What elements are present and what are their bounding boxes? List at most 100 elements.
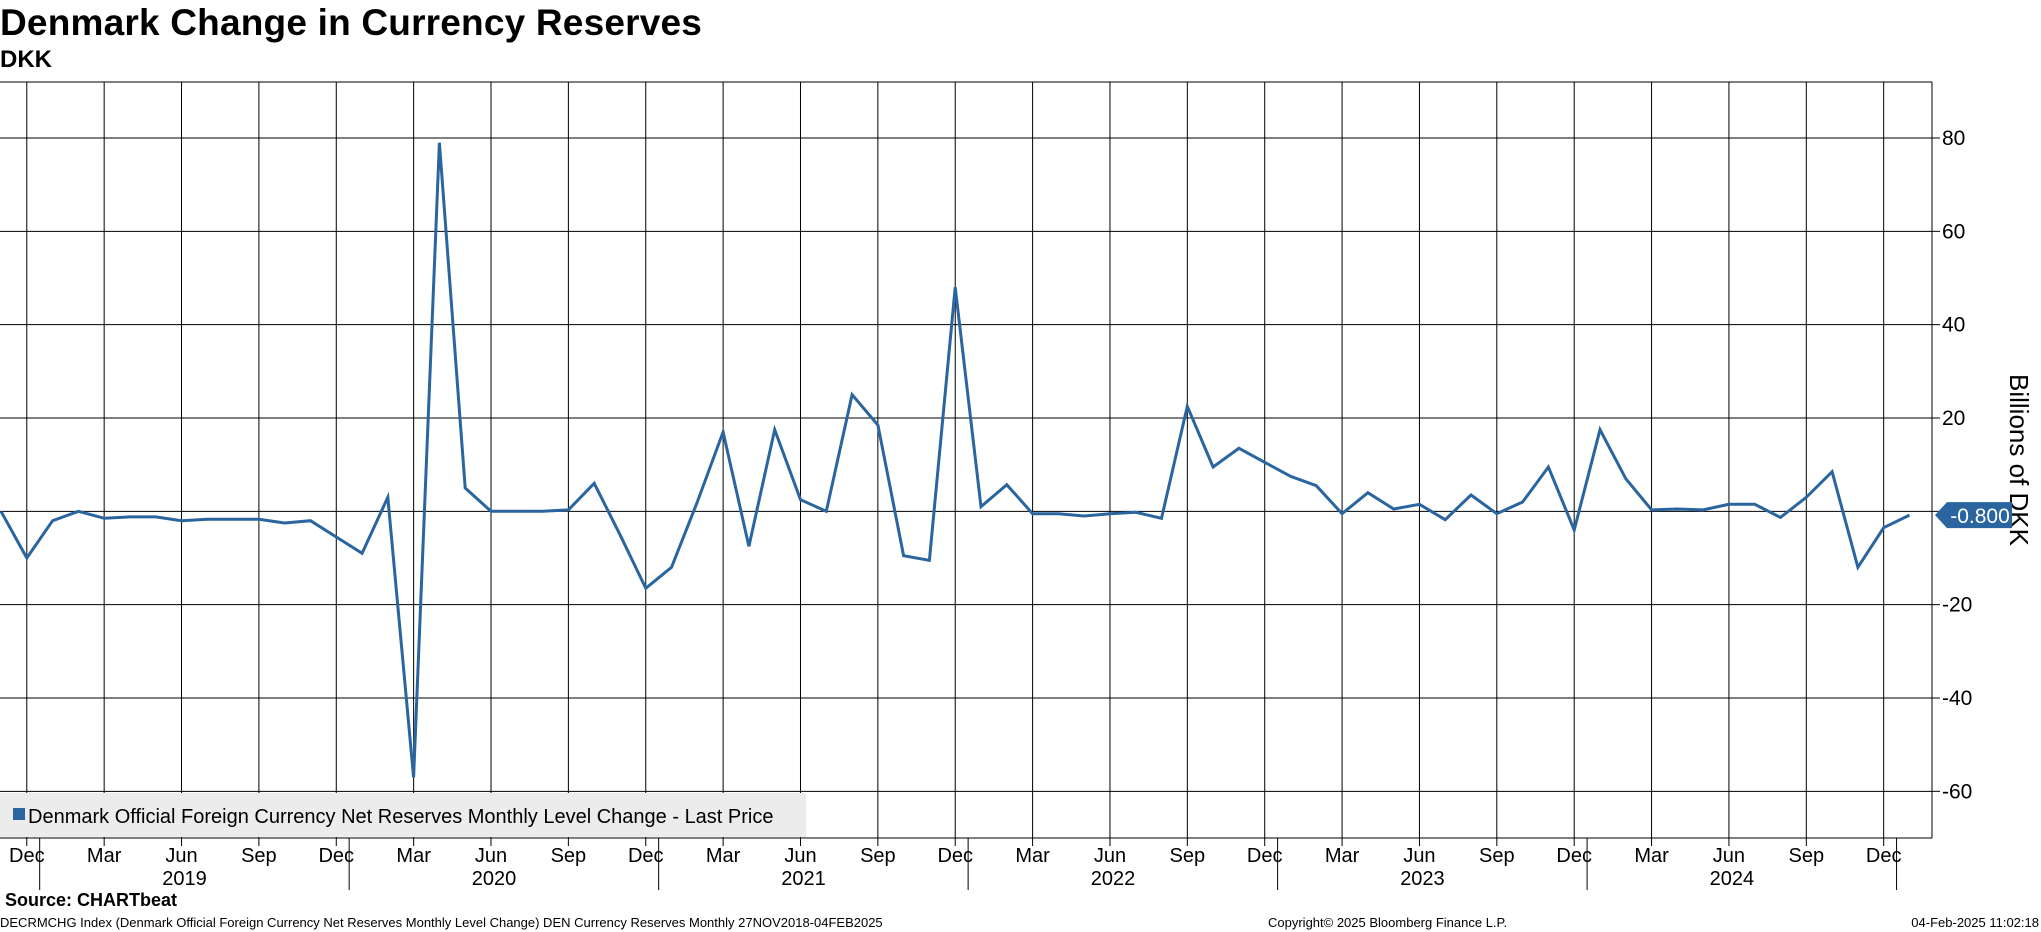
data-point: [1908, 514, 1911, 517]
data-point: [25, 557, 28, 560]
data-point: [154, 515, 157, 518]
data-point: [283, 522, 286, 525]
x-year-label: 2020: [472, 868, 517, 890]
last-value-tag: [1935, 502, 2012, 529]
x-year-label: 2022: [1091, 868, 1136, 890]
data-point: [309, 519, 312, 522]
data-point: [722, 431, 725, 434]
data-point: [1366, 491, 1369, 494]
data-point: [1495, 512, 1498, 515]
data-point: [490, 510, 493, 513]
data-point: [51, 519, 54, 522]
x-month-label: Sep: [1170, 845, 1206, 867]
data-point: [412, 776, 415, 779]
data-point: [618, 533, 621, 536]
data-point: [1186, 405, 1189, 408]
x-month-label: Sep: [551, 845, 587, 867]
data-point: [696, 501, 699, 504]
chart-subtitle: DKK: [0, 46, 52, 73]
data-point: [1650, 508, 1653, 511]
x-month-label: Mar: [396, 845, 431, 867]
x-month-label: Jun: [165, 845, 197, 867]
data-point: [876, 424, 879, 427]
x-month-label: Dec: [9, 845, 45, 867]
copyright-note: Copyright© 2025 Bloomberg Finance L.P.: [1268, 915, 1508, 930]
x-month-label: Mar: [706, 845, 741, 867]
data-point: [1779, 516, 1782, 519]
data-point: [1134, 511, 1137, 514]
data-point: [928, 559, 931, 562]
x-month-label: Dec: [937, 845, 973, 867]
data-point: [954, 286, 957, 289]
legend-swatch: [13, 808, 25, 820]
data-point: [747, 545, 750, 548]
data-point: [128, 515, 131, 518]
y-tick-label: -60: [1942, 780, 1972, 803]
x-month-label: Dec: [318, 845, 354, 867]
data-point: [1805, 496, 1808, 499]
x-month-label: Mar: [87, 845, 122, 867]
data-point: [1547, 466, 1550, 469]
x-month-label: Jun: [784, 845, 816, 867]
data-point: [1212, 466, 1215, 469]
data-point: [1521, 501, 1524, 504]
data-point: [1160, 517, 1163, 520]
data-point: [1057, 512, 1060, 515]
data-point: [1624, 477, 1627, 480]
data-point: [1108, 512, 1111, 515]
y-tick-label: 40: [1942, 314, 1965, 337]
data-point: [851, 393, 854, 396]
data-point: [1444, 518, 1447, 521]
data-point: [902, 554, 905, 557]
source-note: Source: CHARTbeat: [5, 890, 178, 910]
x-year-label: 2021: [781, 868, 826, 890]
x-month-label: Jun: [1713, 845, 1745, 867]
x-year-label: 2024: [1710, 868, 1755, 890]
data-point: [593, 482, 596, 485]
data-point: [1831, 470, 1834, 473]
x-month-label: Jun: [1094, 845, 1126, 867]
data-point: [77, 510, 80, 513]
data-point: [257, 518, 260, 521]
x-month-label: Sep: [860, 845, 896, 867]
data-point: [1418, 503, 1421, 506]
y-tick-label: 60: [1942, 220, 1965, 243]
data-point: [103, 517, 106, 520]
data-point: [1341, 512, 1344, 515]
x-month-label: Jun: [1403, 845, 1435, 867]
data-point: [361, 552, 364, 555]
data-point: [799, 498, 802, 501]
data-point: [1727, 503, 1730, 506]
x-month-label: Mar: [1015, 845, 1050, 867]
x-month-label: Jun: [475, 845, 507, 867]
x-month-label: Dec: [1247, 845, 1283, 867]
x-month-label: Sep: [1479, 845, 1515, 867]
data-point: [335, 536, 338, 539]
x-month-label: Mar: [1325, 845, 1360, 867]
data-point: [670, 566, 673, 569]
data-point: [1753, 503, 1756, 506]
data-point: [438, 141, 441, 144]
data-point: [206, 518, 209, 521]
x-month-label: Sep: [1789, 845, 1825, 867]
data-point: [1392, 508, 1395, 511]
series-line: [0, 142, 1911, 778]
data-point: [1289, 475, 1292, 478]
data-point: [1676, 508, 1679, 511]
legend-label: Denmark Official Foreign Currency Net Re…: [28, 806, 774, 828]
y-tick-label: 20: [1942, 407, 1965, 430]
x-year-label: 2023: [1400, 868, 1445, 890]
last-value-label: -0.800: [1950, 505, 2010, 528]
data-point: [1598, 428, 1601, 431]
data-point: [1882, 526, 1885, 529]
timestamp: 04-Feb-2025 11:02:18: [1911, 915, 2039, 930]
y-tick-label: 80: [1942, 127, 1965, 150]
data-point: [180, 519, 183, 522]
data-point: [825, 510, 828, 513]
data-point: [1573, 529, 1576, 532]
data-point: [1263, 461, 1266, 464]
chart-title: Denmark Change in Currency Reserves: [0, 2, 703, 43]
index-description: DECRMCHG Index (Denmark Official Foreign…: [0, 915, 883, 930]
x-month-label: Dec: [1556, 845, 1592, 867]
